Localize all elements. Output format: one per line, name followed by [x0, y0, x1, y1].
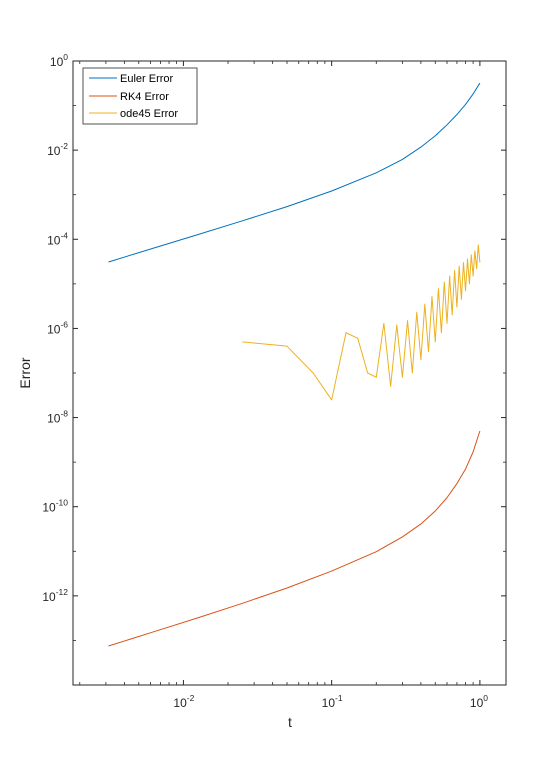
y-tick-label: 10-10: [42, 498, 68, 515]
y-tick-label: 10-2: [47, 141, 68, 158]
x-axis-label: t: [288, 714, 292, 730]
x-tick-label: 10-1: [322, 693, 343, 710]
legend: Euler Error RK4 Error ode45 Error: [82, 67, 198, 125]
y-axis-label: Error: [17, 357, 33, 388]
x-tick-label: 100: [470, 693, 488, 710]
y-tick-label: 10-12: [42, 587, 68, 604]
series-line-rk4-error: [108, 430, 481, 647]
legend-label-rk4: RK4 Error: [120, 91, 169, 103]
y-tick-label: 100: [50, 52, 68, 69]
plot-area: 10-2 10-1 100 100 10-2 10-4 10-6 10-8 10-10 10-1…: [42, 52, 507, 710]
axes-box: [72, 60, 507, 686]
series-line-ode45-error: [242, 244, 481, 401]
x-axis-ticks: 10-2 10-1 100: [79, 61, 488, 710]
y-axis-ticks: 100 10-2 10-4 10-6 10-8 10-10 10-12: [42, 52, 506, 641]
x-tick-label: 10-2: [173, 693, 194, 710]
series-line-euler-error: [108, 82, 481, 263]
series-group: [108, 82, 481, 647]
y-tick-label: 10-8: [47, 409, 68, 426]
y-tick-label: 10-4: [47, 230, 68, 247]
legend-label-euler: Euler Error: [120, 73, 174, 85]
y-tick-label: 10-6: [47, 319, 68, 336]
legend-label-ode45: ode45 Error: [120, 108, 178, 120]
